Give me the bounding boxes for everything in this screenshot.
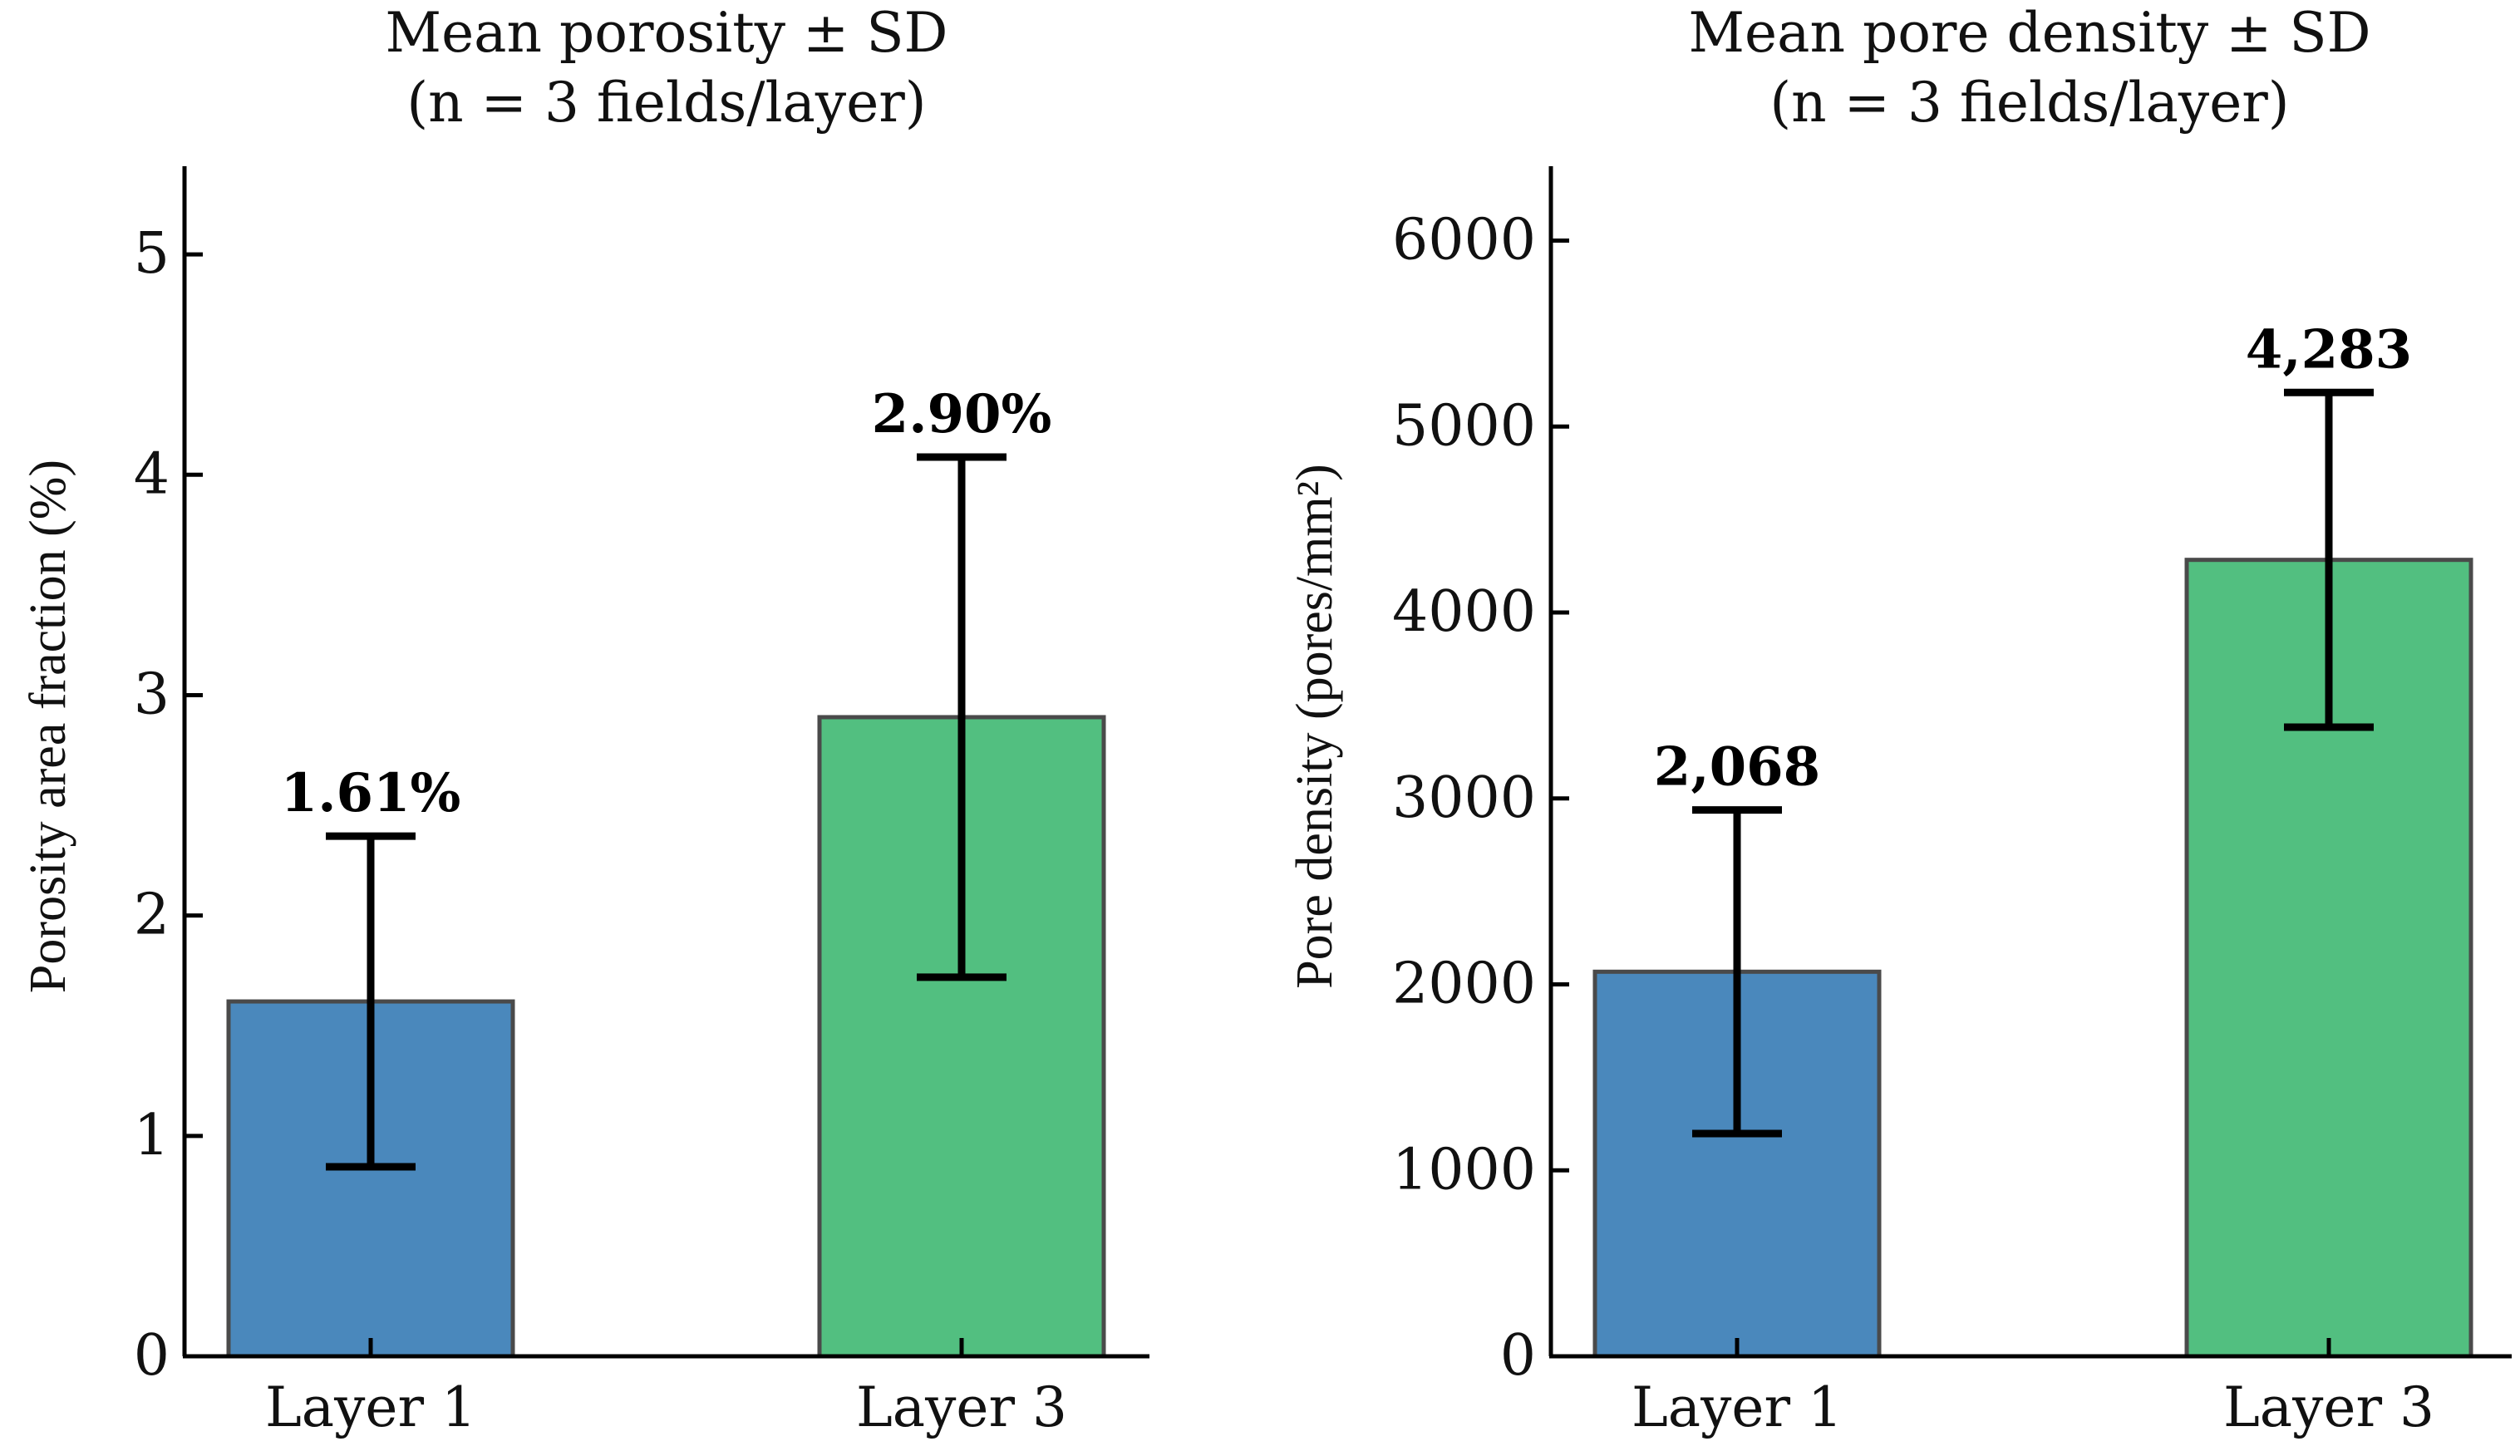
y-tick-label: 5 — [134, 221, 170, 287]
y-tick-label: 2 — [134, 883, 170, 948]
y-axis-label: Pore density (pores/mm²) — [1287, 464, 1343, 989]
y-tick-label: 0 — [134, 1323, 170, 1389]
y-tick-label: 3000 — [1392, 765, 1536, 831]
x-tick-label: Layer 1 — [265, 1375, 476, 1439]
y-tick-label: 3 — [134, 662, 170, 727]
chart-title-line-2: (n = 3 fields/layer) — [406, 71, 926, 135]
y-tick-label: 1 — [134, 1103, 170, 1168]
data-label: 2,068 — [1654, 736, 1820, 799]
y-tick-label: 0 — [1500, 1323, 1536, 1389]
chart-title-line-2: (n = 3 fields/layer) — [1769, 71, 2289, 135]
x-tick-label: Layer 3 — [856, 1375, 1067, 1439]
chart-title-line-1: Mean pore density ± SD — [1688, 1, 2370, 65]
data-label: 1.61% — [281, 762, 461, 824]
x-tick-label: Layer 1 — [1632, 1375, 1843, 1439]
y-tick-label: 2000 — [1392, 952, 1536, 1017]
y-tick-label: 1000 — [1392, 1137, 1536, 1203]
pore-density-chart-panel: Mean pore density ± SD (n = 3 fields/lay… — [1287, 1, 2512, 1439]
chart-title-line-1: Mean porosity ± SD — [386, 1, 948, 65]
porosity-chart-panel: Mean porosity ± SD (n = 3 fields/layer) … — [20, 1, 1149, 1439]
y-tick-label: 5000 — [1392, 393, 1536, 459]
y-tick-label: 4000 — [1392, 579, 1536, 645]
y-tick-label: 6000 — [1392, 208, 1536, 273]
data-label: 4,283 — [2246, 318, 2412, 381]
data-label: 2.90% — [872, 383, 1052, 445]
y-axis-label: Porosity area fraction (%) — [20, 460, 76, 993]
x-tick-label: Layer 3 — [2223, 1375, 2434, 1439]
y-tick-label: 4 — [134, 441, 170, 507]
